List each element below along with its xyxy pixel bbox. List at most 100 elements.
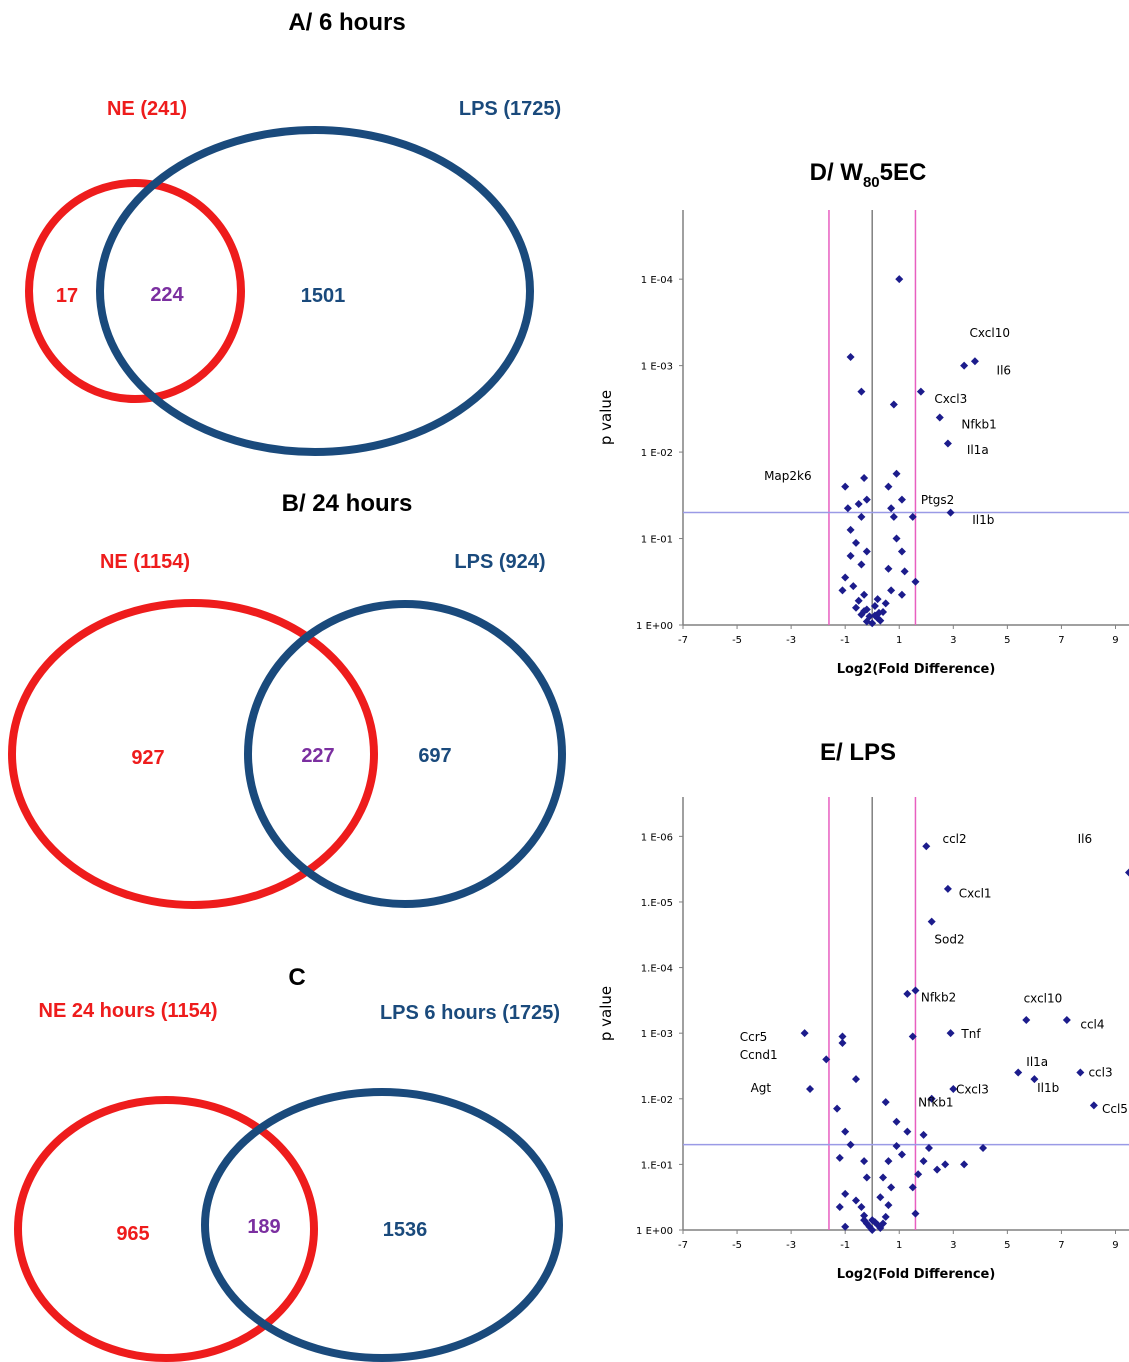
venn-b-ne-circle <box>8 599 378 909</box>
plot-e-data-point <box>897 1150 906 1159</box>
plot-d-data-point <box>935 413 944 422</box>
plot-d-x-tick-label: 7 <box>1058 635 1064 646</box>
plot-e-data-point <box>1014 1068 1023 1077</box>
plot-e-data-point <box>838 1032 847 1041</box>
plot-d-data-point <box>887 586 896 595</box>
plot-d-data-point <box>857 560 866 569</box>
plot-e-data-point <box>860 1157 869 1166</box>
plot-d-gene-label: Nfkb1 <box>961 418 996 432</box>
plot-d-data-point <box>946 508 955 517</box>
plot-e-x-tick-label: 9 <box>1112 1240 1118 1251</box>
plot-d-x-tick-label: -7 <box>678 635 688 646</box>
plot-e-data-point <box>876 1193 885 1202</box>
plot-e-data-point <box>943 884 952 893</box>
plot-e-gene-label: Ccl5 <box>1102 1102 1128 1116</box>
plot-e-data-point <box>879 1173 888 1182</box>
plot-d-data-point <box>943 439 952 448</box>
plot-e-data-point <box>800 1029 809 1038</box>
plot-d-data-point <box>874 608 883 617</box>
plot-d-data-point <box>843 504 852 513</box>
plot-d-y-tick-label: 1 E-03 <box>641 362 673 373</box>
plot-d-data-point <box>854 596 863 605</box>
plot-d-gene-label: Il6 <box>997 363 1012 377</box>
plot-e-data-point <box>881 1212 890 1221</box>
plot-e-data-point <box>884 1157 893 1166</box>
plot-d-gene-label: Map2k6 <box>764 469 812 483</box>
plot-d-data-point <box>860 607 869 616</box>
plot-d-x-axis-label: Log2(Fold Difference) <box>837 662 996 677</box>
plot-d-y-tick-label: 1 E-04 <box>641 275 673 286</box>
plot-d-data-point <box>916 387 925 396</box>
plot-d-gene-label: Cxcl3 <box>934 392 967 406</box>
plot-e-x-tick-label: -1 <box>840 1240 850 1251</box>
plot-e-data-point <box>857 1203 866 1212</box>
plot-d-data-point <box>881 599 890 608</box>
venn-b-title: B/ 24 hours <box>282 490 413 517</box>
plot-e-title: E/ LPS <box>820 739 896 766</box>
venn-c-ne-only: 965 <box>116 1223 149 1245</box>
plot-d-data-point <box>846 352 855 361</box>
plot-e-data-point <box>927 917 936 926</box>
plot-d-data-point <box>900 567 909 576</box>
plot-e-data-point <box>835 1203 844 1212</box>
plot-e-gene-label: Nfkb1 <box>918 1096 953 1110</box>
plot-d-y-tick-label: 1 E-02 <box>641 448 673 459</box>
plot-d-y-axis-label: p value <box>597 390 615 445</box>
plot-d-data-point <box>860 590 869 599</box>
plot-d-data-point <box>887 504 896 513</box>
plot-d-data-point <box>862 495 871 504</box>
plot-e-gene-label: Sod2 <box>934 932 964 946</box>
venn-c-ne-circle <box>14 1096 318 1362</box>
plot-d-data-point <box>873 595 882 604</box>
plot-d-data-point <box>846 525 855 534</box>
plot-e-data-point <box>851 1075 860 1084</box>
plot-d-gene-label: Ptgs2 <box>921 493 954 507</box>
plot-d-data-point <box>895 275 904 284</box>
plot-e-data-point <box>851 1196 860 1205</box>
plot-e-data-point <box>868 1226 877 1234</box>
plot-d-data-point <box>911 577 920 586</box>
plot-d-data-point <box>960 361 969 370</box>
plot-e-gene-label: Tnf <box>960 1027 981 1041</box>
plot-d-area: -7 -5 -3 -1 1 3 5 7 9 1 E+00 1 E-01 1 E-02 1 E-03 1 E… <box>597 210 1129 677</box>
plot-e-data-point <box>879 1219 888 1228</box>
plot-e-data-point <box>887 1183 896 1192</box>
plot-e-gene-label: ccl2 <box>942 832 966 846</box>
plot-e-y-axis-label: p value <box>597 986 615 1041</box>
plot-d-data-point <box>876 616 885 625</box>
plot-d-data-point <box>889 400 898 409</box>
venn-b-ne-only: 927 <box>131 747 164 769</box>
plot-e-data-point <box>892 1117 901 1126</box>
plot-d-data-point <box>854 499 863 508</box>
plot-d-y-tick-label: 1 E+00 <box>636 621 673 632</box>
plot-e-data-point <box>924 1143 933 1152</box>
plot-e-y-tick-label: 1.E-01 <box>641 1160 673 1171</box>
plot-e-data-point <box>841 1127 850 1136</box>
venn-c-lps-only: 1536 <box>383 1219 428 1241</box>
plot-e-data-point <box>1076 1068 1085 1077</box>
plot-d-data-point <box>851 603 860 612</box>
plot-d-data-point <box>857 387 866 396</box>
plot-e-x-tick-label: 3 <box>950 1240 956 1251</box>
venn-a-title: A/ 6 hours <box>288 9 405 36</box>
plot-e-data-point <box>927 1094 936 1103</box>
plot-e-data-point <box>892 1142 901 1151</box>
plot-e-data-point <box>838 1039 847 1048</box>
venn-a-lps-only: 1501 <box>301 285 346 307</box>
plot-d-data-point <box>862 547 871 556</box>
plot-e-x-tick-label: 5 <box>1004 1240 1010 1251</box>
plot-d-gene-label: Il1b <box>972 513 994 527</box>
plot-d-data-point <box>897 590 906 599</box>
plot-d-y-tick-label: 1 E-01 <box>641 535 673 546</box>
venn-c-lps-circle <box>201 1088 563 1362</box>
plot-e-data-point <box>979 1143 988 1152</box>
venn-b-lps-only: 697 <box>418 745 451 767</box>
plot-e-x-tick-label: -5 <box>732 1240 742 1251</box>
plot-d-data-point <box>860 474 869 483</box>
plot-e-x-axis-label: Log2(Fold Difference) <box>837 1267 996 1282</box>
volcano-plot-d: D/ W805EC -7 -5 -3 -1 1 3 5 7 9 1 E+00 1 E-01 1 E-0… <box>597 159 1129 677</box>
plot-e-gene-label: ccl3 <box>1088 1065 1112 1079</box>
plot-d-x-tick-label: 9 <box>1112 635 1118 646</box>
plot-d-data-point <box>870 601 879 610</box>
